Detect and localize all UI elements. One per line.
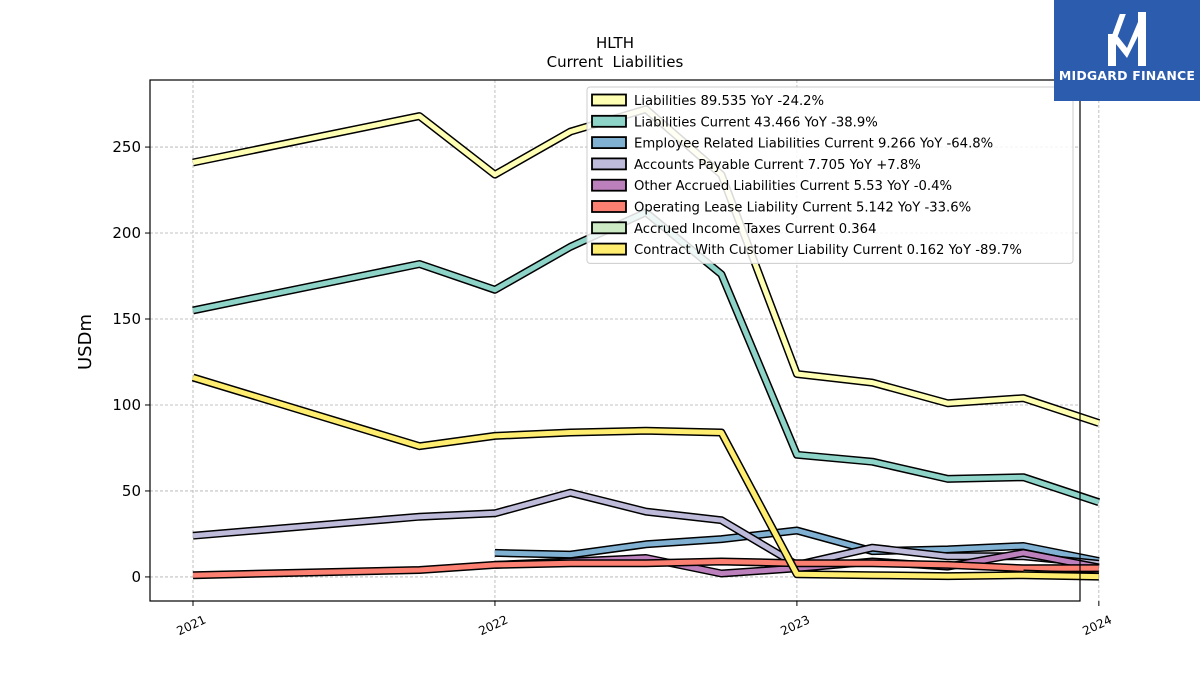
x-tick-label: 2024 xyxy=(1080,613,1114,639)
chart-subtitle: Current Liabilities xyxy=(547,53,684,71)
x-axis: 2021 2022 2023 2024 xyxy=(175,601,1114,638)
legend-label: Accrued Income Taxes Current 0.364 xyxy=(634,222,876,237)
series-liabilities-current xyxy=(192,208,1101,506)
series-contract-with-customer-liability-current xyxy=(191,373,1099,581)
series-operating-lease-liability-current xyxy=(192,557,1099,580)
x-tick-label: 2021 xyxy=(175,613,209,639)
series-line xyxy=(192,490,1100,568)
y-tick-label: 100 xyxy=(112,396,141,414)
legend-label: Liabilities 89.535 YoY -24.2% xyxy=(634,94,824,109)
y-tick-label: 250 xyxy=(112,138,141,156)
legend-swatch xyxy=(591,157,627,171)
y-tick-label: 0 xyxy=(131,568,141,586)
y-tick-label: 200 xyxy=(112,224,141,242)
y-tick-label: 50 xyxy=(122,482,141,500)
brand-logo: MIDGARD FINANCE xyxy=(1054,0,1200,101)
legend-swatch xyxy=(591,93,627,107)
legend-swatch xyxy=(591,114,627,128)
legend-box xyxy=(586,86,1074,264)
brand-logo-text: MIDGARD FINANCE xyxy=(1058,68,1196,83)
y-axis: 0 50 100 150 200 250 xyxy=(112,138,150,586)
legend-label: Employee Related Liabilities Current 9.2… xyxy=(634,137,993,152)
plot-area-frame xyxy=(149,79,1081,602)
legend-swatch xyxy=(591,242,627,256)
legend-swatch xyxy=(591,178,627,192)
x-tick-label: 2023 xyxy=(778,613,812,639)
series-line xyxy=(192,559,1099,578)
series-accounts-payable-current xyxy=(192,488,1100,569)
y-axis-label: USDm xyxy=(75,314,96,370)
legend-swatch xyxy=(591,136,627,150)
midgard-logo-icon xyxy=(1108,12,1146,66)
legend-label: Operating Lease Liability Current 5.142 … xyxy=(634,201,971,216)
legend-label: Liabilities Current 43.466 YoY -38.9% xyxy=(634,115,878,130)
legend-label: Other Accrued Liabilities Current 5.53 Y… xyxy=(634,179,952,194)
legend: Liabilities 89.535 YoY -24.2% Liabilities… xyxy=(586,86,1074,264)
chart-title: HLTH xyxy=(596,34,634,52)
x-tick-label: 2022 xyxy=(476,613,510,639)
legend-swatch xyxy=(591,221,627,235)
legend-swatch xyxy=(591,200,627,213)
y-tick-label: 150 xyxy=(112,310,141,328)
series-line xyxy=(494,528,1100,564)
legend-label: Contract With Customer Liability Current… xyxy=(634,243,1022,258)
series-line xyxy=(192,209,1100,505)
legend-label: Accounts Payable Current 7.705 YoY +7.8% xyxy=(634,158,921,173)
series-line xyxy=(192,375,1099,580)
series-employee-related-liabilities-current xyxy=(494,526,1100,565)
